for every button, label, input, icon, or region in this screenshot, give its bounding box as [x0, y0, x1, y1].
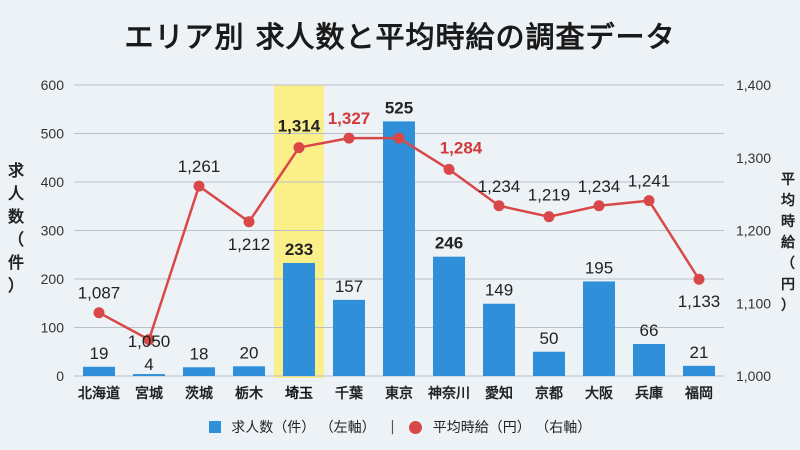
y-left-tick-label: 400 — [41, 174, 65, 190]
bar-data-label: 157 — [335, 277, 363, 296]
line-point — [493, 200, 505, 212]
bar-data-label: 18 — [190, 344, 209, 363]
y-right-axis-title-char: 給 — [781, 234, 796, 251]
x-tick-label: 神奈川 — [428, 385, 470, 402]
y-left-axis-title-char: ） — [8, 276, 24, 295]
legend-bar-label: 求人数（件） — [231, 420, 316, 436]
x-tick-label: 北海道 — [78, 385, 120, 402]
line-data-label: 1,241 — [628, 172, 671, 191]
line-point — [443, 163, 455, 175]
x-tick-label: 栃木 — [235, 385, 264, 402]
legend-bar-axis: （左軸） — [319, 420, 376, 436]
y-left-tick-label: 600 — [41, 77, 65, 93]
bar — [533, 351, 565, 376]
line-point — [543, 211, 555, 223]
bar — [333, 299, 365, 376]
y-left-tick-label: 0 — [56, 368, 64, 384]
line-data-label: 1,327 — [328, 109, 371, 128]
y-right-tick-label: 1,300 — [736, 150, 771, 166]
line-point — [643, 195, 655, 207]
line-data-label: 1,050 — [128, 332, 171, 351]
line-data-label: 1,234 — [478, 177, 521, 196]
line-data-label: 1,087 — [78, 284, 121, 303]
y-right-axis-title-char: （ — [781, 256, 795, 272]
y-left-tick-label: 300 — [41, 223, 65, 239]
bar-data-label: 525 — [385, 98, 413, 117]
y-right-tick-label: 1,200 — [736, 223, 771, 239]
legend-line-swatch — [409, 420, 423, 434]
x-tick-label: 大阪 — [585, 385, 614, 402]
legend: 求人数（件） （左軸） | 平均時給（円） （右軸） — [0, 417, 800, 437]
y-right-tick-label: 1,000 — [736, 368, 771, 384]
line-data-label: 1,133 — [678, 292, 721, 311]
bar — [433, 256, 465, 376]
bar — [683, 365, 715, 376]
line-point — [393, 132, 405, 144]
x-tick-label: 茨城 — [185, 385, 213, 402]
line-data-label: 1,212 — [228, 235, 271, 254]
y-right-axis-title-char: ） — [781, 298, 795, 314]
y-left-axis-title-char: （ — [8, 230, 24, 249]
line-point — [93, 307, 105, 319]
y-right-axis-title-char: 時 — [781, 213, 795, 230]
x-tick-label: 京都 — [535, 385, 563, 402]
legend-separator: | — [390, 419, 395, 435]
legend-line-axis: （右軸） — [535, 420, 592, 436]
y-right-axis-title-char: 均 — [781, 192, 795, 209]
line-data-label: 1,261 — [178, 157, 221, 176]
chart: 0 100 200 300 400 500 600 1,000 1,100 1,200 1,300 1… — [8, 77, 796, 402]
legend-line-label: 平均時給（円） — [432, 420, 531, 436]
bar — [133, 374, 165, 376]
y-left-axis-title-char: 人 — [8, 184, 25, 203]
x-tick-label: 福岡 — [684, 385, 713, 402]
x-tick-label: 愛知 — [485, 385, 513, 402]
line-point — [243, 216, 255, 228]
bar-data-label: 19 — [90, 344, 109, 363]
y-right-tick-label: 1,400 — [736, 77, 771, 93]
y-right-axis-title-char: 平 — [781, 172, 795, 188]
x-tick-label: 宮城 — [135, 385, 163, 402]
x-tick-label: 埼玉 — [285, 385, 313, 402]
bar — [633, 343, 665, 376]
x-tick-label: 千葉 — [335, 385, 364, 402]
y-right-tick-label: 1,100 — [736, 295, 771, 311]
line-point — [343, 132, 355, 144]
line-point — [693, 273, 705, 285]
line-data-label: 1,234 — [578, 177, 621, 196]
bar — [83, 366, 115, 376]
y-left-tick-label: 500 — [41, 126, 65, 142]
y-left-tick-label: 200 — [41, 271, 65, 287]
x-tick-label: 東京 — [385, 385, 413, 402]
y-left-axis-title-char: 数 — [8, 207, 25, 226]
y-right-axis-title-char: 円 — [781, 277, 795, 293]
y-left-axis-title-char: 求 — [8, 161, 25, 180]
bar — [283, 262, 315, 376]
bar — [233, 366, 265, 376]
y-left-axis-title-char: 件 — [8, 253, 24, 272]
bar-data-label: 233 — [285, 240, 313, 259]
bar-data-label: 246 — [435, 234, 463, 253]
legend-bar-swatch — [208, 421, 221, 433]
bar — [583, 281, 615, 376]
y-left-tick-label: 100 — [41, 320, 65, 336]
line-point — [143, 334, 155, 346]
line-point — [193, 180, 205, 192]
bar-data-label: 149 — [485, 281, 513, 300]
line-data-label: 1,314 — [278, 117, 321, 136]
line-point — [593, 200, 605, 212]
bar — [183, 367, 215, 376]
line-data-label: 1,284 — [440, 138, 483, 157]
chart-title: エリア別 求人数と平均時給の調査データ — [124, 20, 676, 54]
bar-data-label: 50 — [540, 329, 559, 348]
bar-data-label: 21 — [690, 343, 709, 362]
bar-data-label: 66 — [640, 321, 659, 340]
line-data-label: 1,219 — [528, 186, 571, 205]
bar — [383, 121, 415, 376]
bar-data-label: 4 — [144, 355, 153, 374]
x-tick-label: 兵庫 — [635, 385, 663, 402]
bar-data-label: 195 — [585, 258, 613, 277]
bar — [483, 303, 515, 376]
bar-data-label: 20 — [240, 343, 259, 362]
line-point — [293, 142, 305, 154]
